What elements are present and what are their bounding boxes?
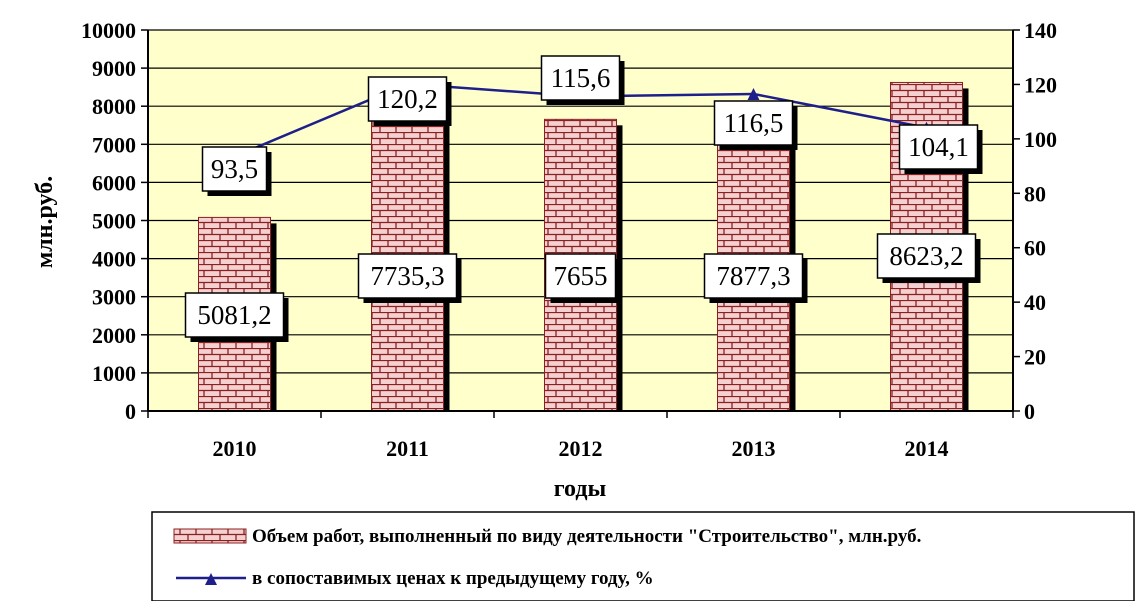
line-value-label-box: 115,6 [540, 55, 625, 105]
legend-bar-swatch [173, 528, 247, 544]
x-tick-label: 2013 [732, 436, 776, 461]
y-tick-label: 6000 [92, 170, 136, 195]
line-point [747, 87, 760, 100]
bar-value-label-box: 7655 [544, 253, 621, 303]
bar-value-label: 7735,3 [370, 261, 444, 291]
line-value-label: 93,5 [211, 154, 258, 184]
bar-value-label-box: 7877,3 [703, 253, 808, 303]
line-value-label-box-bg [367, 76, 448, 122]
x-tick-label: 2011 [386, 436, 429, 461]
bar-value-label-box-bg [703, 253, 804, 299]
bar-value-label-box-bg [544, 253, 617, 299]
bar-value-label-box-bg [357, 253, 458, 299]
bar-value-label-box-bg [184, 292, 285, 338]
line-value-label-box: 104,1 [898, 124, 983, 174]
y2-tick-label: 120 [1024, 72, 1057, 97]
x-axis-title: годы [554, 476, 607, 502]
y-tick-label: 9000 [92, 56, 136, 81]
y-tick-label: 8000 [92, 94, 136, 119]
line-value-label-box-bg [540, 55, 621, 101]
y-tick-label: 2000 [92, 323, 136, 348]
x-tick-label: 2012 [559, 436, 603, 461]
bar-value-label: 7655 [554, 261, 608, 291]
y-tick-label: 3000 [92, 285, 136, 310]
y-tick-label: 7000 [92, 132, 136, 157]
y2-tick-label: 60 [1024, 236, 1046, 261]
y2-tick-label: 0 [1024, 399, 1035, 424]
line-value-label-box: 120,2 [367, 76, 452, 126]
legend-bar-label: Объем работ, выполненный по виду деятель… [252, 526, 921, 547]
line-value-label: 115,6 [551, 63, 611, 93]
bar-value-label: 8623,2 [889, 241, 963, 271]
y2-tick-label: 100 [1024, 127, 1057, 152]
bar-value-label-box: 5081,2 [184, 292, 289, 342]
y2-tick-label: 140 [1024, 18, 1057, 43]
y-axis-title: млн.руб. [32, 176, 58, 268]
y2-tick-label: 40 [1024, 290, 1046, 315]
line-value-label-box: 116,5 [713, 100, 798, 150]
bar-value-label: 7877,3 [716, 261, 790, 291]
triangle-marker-icon [205, 573, 217, 585]
line-value-label-box-bg [898, 124, 979, 170]
bar-value-label-box: 7735,3 [357, 253, 462, 303]
x-tick-label: 2010 [213, 436, 257, 461]
x-tick-label: 2014 [905, 436, 949, 461]
bar-value-label: 5081,2 [197, 300, 271, 330]
line-value-label-box: 93,5 [201, 146, 272, 196]
line-value-label: 116,5 [724, 108, 784, 138]
y2-tick-label: 80 [1024, 181, 1046, 206]
line-value-label-box-bg [201, 146, 268, 192]
legend-line-label: в сопоставимых ценах к предыдущему году,… [252, 568, 654, 589]
legend-box [151, 511, 1135, 601]
legend: Объем работ, выполненный по виду деятель… [151, 511, 1135, 601]
y-tick-label: 0 [125, 399, 136, 424]
bar-value-label-box: 8623,2 [876, 233, 981, 283]
y-tick-label: 1000 [92, 361, 136, 386]
bar-value-label-box-bg [876, 233, 977, 279]
y-tick-label: 10000 [81, 18, 136, 43]
y2-tick-label: 20 [1024, 345, 1046, 370]
y-tick-label: 4000 [92, 247, 136, 272]
line-value-label: 104,1 [908, 132, 969, 162]
line-value-label-box-bg [713, 100, 794, 146]
y-tick-label: 5000 [92, 209, 136, 234]
line-value-label: 120,2 [377, 84, 438, 114]
